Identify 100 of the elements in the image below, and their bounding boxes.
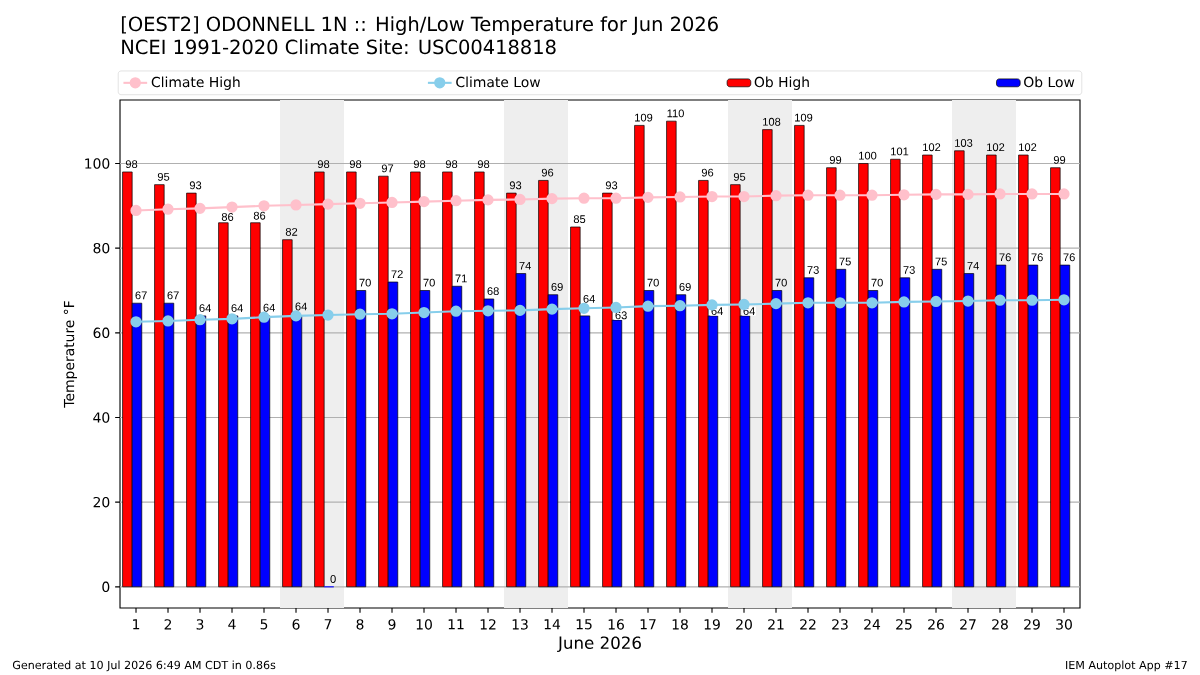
x-tick-label: 3 xyxy=(196,619,204,630)
point xyxy=(802,297,814,309)
y-tick-label: 60 xyxy=(93,327,110,339)
point xyxy=(162,315,174,327)
point xyxy=(258,311,270,323)
data-label: 101 xyxy=(891,147,909,156)
point xyxy=(162,203,174,215)
x-tick-label: 11 xyxy=(448,619,464,630)
point xyxy=(226,313,238,325)
data-label: 70 xyxy=(423,278,435,287)
y-tick-label: 40 xyxy=(93,412,110,423)
x-tick-label: 1 xyxy=(133,619,140,630)
data-label: 72 xyxy=(391,270,403,279)
point xyxy=(354,197,366,209)
point xyxy=(514,304,526,317)
data-label: 69 xyxy=(679,282,691,291)
point xyxy=(546,303,558,315)
x-tick-label: 2 xyxy=(164,619,172,630)
point xyxy=(514,193,526,206)
data-label: 82 xyxy=(285,227,298,236)
x-tick-label: 9 xyxy=(388,619,396,630)
point xyxy=(194,202,206,214)
y-tick-label: 100 xyxy=(85,158,110,169)
data-label: 75 xyxy=(839,257,851,266)
x-tick-label: 13 xyxy=(512,619,528,630)
point xyxy=(322,198,334,210)
x-tick-label: 21 xyxy=(768,619,784,630)
data-label: 100 xyxy=(859,151,877,160)
x-tick-label: 17 xyxy=(640,619,656,630)
point xyxy=(930,295,942,308)
data-label: 74 xyxy=(519,261,531,270)
x-tick-label: 12 xyxy=(480,619,496,630)
point xyxy=(290,310,302,322)
data-label: 86 xyxy=(253,211,266,220)
legend-label: Climate Low xyxy=(456,76,541,88)
data-label: 64 xyxy=(583,294,595,303)
x-tick-label: 30 xyxy=(1056,619,1072,630)
data-label: 69 xyxy=(551,282,563,291)
point xyxy=(578,192,590,204)
data-label: 98 xyxy=(477,160,490,169)
data-label: 93 xyxy=(189,181,202,190)
data-label: 109 xyxy=(635,113,653,122)
y-tick-label: 0 xyxy=(102,581,110,593)
point xyxy=(130,204,142,217)
y-tick-label: 80 xyxy=(93,242,110,254)
x-tick-label: 22 xyxy=(800,619,816,630)
point xyxy=(226,201,238,213)
legend-label: Climate High xyxy=(151,76,240,90)
point xyxy=(482,194,494,206)
point xyxy=(802,189,814,201)
chart-title: [OEST2] ODONNELL 1N :: High/Low Temperature for Jun 2026 xyxy=(121,16,718,36)
data-label: 110 xyxy=(667,109,684,118)
point xyxy=(354,308,366,320)
x-tick-label: 26 xyxy=(928,619,944,630)
point xyxy=(482,305,494,317)
data-label: 64 xyxy=(263,303,275,312)
x-tick-label: 28 xyxy=(992,619,1008,630)
data-label: 103 xyxy=(955,139,973,147)
point xyxy=(450,195,462,207)
point xyxy=(674,191,686,203)
point xyxy=(322,309,334,321)
data-label: 70 xyxy=(775,278,787,287)
data-label: 67 xyxy=(135,291,147,300)
x-tick-label: 25 xyxy=(896,619,912,630)
point xyxy=(738,190,750,203)
x-tick-label: 16 xyxy=(608,619,624,630)
point xyxy=(546,193,558,205)
point xyxy=(770,297,782,310)
data-label: 85 xyxy=(573,215,586,224)
data-label: 102 xyxy=(923,143,941,152)
point xyxy=(450,305,462,317)
point xyxy=(898,189,910,201)
x-tick-label: 29 xyxy=(1024,619,1040,630)
point xyxy=(194,314,206,326)
y-axis-title: Temperature °F xyxy=(63,301,77,408)
point xyxy=(1058,188,1070,200)
x-tick-label: 19 xyxy=(704,619,720,630)
x-tick-label: 20 xyxy=(736,619,752,630)
point xyxy=(578,302,590,314)
data-label: 99 xyxy=(1053,155,1066,164)
data-label: 96 xyxy=(701,168,714,177)
point xyxy=(130,316,142,328)
data-label: 75 xyxy=(935,257,947,266)
text: Generated at 10 Jul 2026 6:49 AM CDT in 0.86s xyxy=(12,660,276,672)
point xyxy=(610,192,622,204)
x-tick-label: 6 xyxy=(292,619,300,630)
data-label: 98 xyxy=(413,160,426,169)
y-tick-label: 20 xyxy=(93,496,110,508)
data-label: 98 xyxy=(125,160,138,169)
data-label: 93 xyxy=(605,181,618,190)
data-label: 98 xyxy=(445,160,458,169)
legend-label: Ob Low xyxy=(1024,76,1075,88)
point xyxy=(258,200,270,212)
data-label: 67 xyxy=(167,291,179,300)
point xyxy=(1026,188,1038,200)
data-label: 86 xyxy=(221,213,234,221)
x-tick-label: 4 xyxy=(228,619,236,630)
point xyxy=(930,188,942,201)
data-label: 0 xyxy=(330,575,336,583)
data-label: 76 xyxy=(999,253,1011,262)
